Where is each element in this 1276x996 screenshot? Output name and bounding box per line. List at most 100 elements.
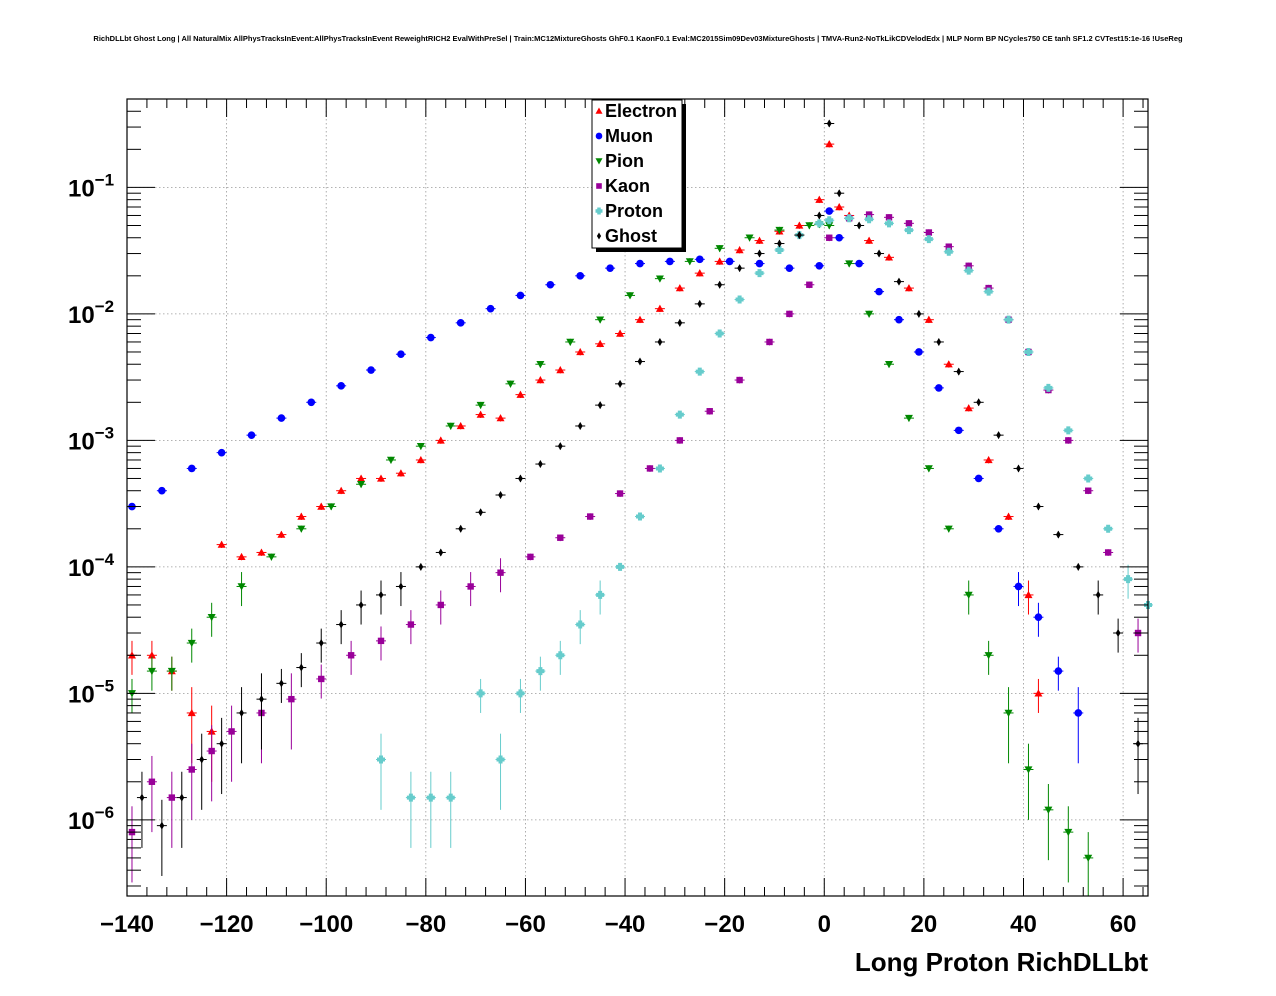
data-point xyxy=(895,315,903,324)
data-point xyxy=(675,284,684,292)
data-point xyxy=(416,455,425,464)
data-point xyxy=(537,460,543,469)
data-point xyxy=(377,474,386,482)
data-point xyxy=(945,243,952,250)
data-point xyxy=(636,259,644,268)
data-point xyxy=(497,569,504,576)
data-point xyxy=(835,203,844,211)
legend-label: Proton xyxy=(605,201,663,221)
data-point xyxy=(596,590,605,599)
data-point xyxy=(885,253,894,261)
data-point xyxy=(438,548,444,557)
data-point xyxy=(836,189,842,198)
data-point xyxy=(1004,315,1013,324)
data-point xyxy=(736,376,743,384)
data-point xyxy=(637,357,643,366)
data-point xyxy=(199,755,205,764)
data-point xyxy=(1124,575,1133,584)
data-point xyxy=(148,778,156,785)
data-point xyxy=(635,315,644,323)
legend-marker xyxy=(596,232,602,240)
data-point xyxy=(357,481,366,489)
data-point xyxy=(904,284,913,292)
data-point xyxy=(536,667,545,676)
data-point xyxy=(187,639,196,648)
data-point xyxy=(1024,766,1033,774)
data-point xyxy=(556,366,565,374)
data-point xyxy=(835,233,844,242)
series-pion xyxy=(126,221,1094,896)
page-title: RichDLLbt Ghost Long | All NaturalMix Al… xyxy=(93,34,1183,43)
data-point xyxy=(796,231,802,240)
series-layer xyxy=(126,119,1153,896)
x-tick-label: −60 xyxy=(505,911,546,938)
plot-frame xyxy=(126,98,1149,897)
data-point xyxy=(775,246,784,255)
data-point xyxy=(715,329,724,338)
data-point xyxy=(697,299,703,308)
data-point xyxy=(407,621,415,628)
data-point xyxy=(406,793,415,802)
data-point xyxy=(795,221,804,229)
data-point xyxy=(267,553,276,561)
data-point xyxy=(904,414,913,423)
data-point xyxy=(924,235,933,244)
data-point xyxy=(386,456,395,464)
data-point xyxy=(657,337,663,346)
data-point xyxy=(944,360,953,368)
data-point xyxy=(974,474,983,483)
data-point xyxy=(546,280,555,289)
data-point xyxy=(825,140,834,148)
data-point xyxy=(1055,530,1061,539)
data-point xyxy=(666,257,674,266)
data-point xyxy=(1034,689,1043,697)
grid xyxy=(126,99,1148,896)
y-tick-label: 10−2 xyxy=(68,297,114,329)
data-point xyxy=(1034,613,1043,622)
legend-entry-proton: Proton xyxy=(595,201,663,221)
data-point xyxy=(617,379,623,388)
data-point xyxy=(458,524,464,533)
y-tick-label: 10−5 xyxy=(68,676,114,708)
data-point xyxy=(496,414,505,422)
y-tick-label: 10−3 xyxy=(68,423,114,455)
legend-label: Kaon xyxy=(605,176,650,196)
data-point xyxy=(984,287,993,296)
data-point xyxy=(865,211,873,218)
data-point xyxy=(984,652,993,660)
data-point xyxy=(367,366,375,374)
data-point xyxy=(735,295,744,304)
data-point xyxy=(467,583,474,590)
data-point xyxy=(757,249,762,258)
data-point xyxy=(219,739,225,748)
data-point xyxy=(496,755,505,764)
data-point xyxy=(247,431,256,439)
data-point xyxy=(298,663,304,672)
data-point xyxy=(239,708,244,717)
data-point xyxy=(925,229,933,236)
data-point xyxy=(566,338,575,346)
data-point xyxy=(516,291,525,300)
data-point xyxy=(825,216,834,225)
data-point xyxy=(616,490,624,497)
data-point xyxy=(815,219,824,228)
legend-entry-pion: Pion xyxy=(595,151,644,171)
data-point xyxy=(167,667,176,676)
data-point xyxy=(755,236,764,244)
data-point xyxy=(865,236,874,244)
legend-marker xyxy=(596,183,602,189)
data-point xyxy=(147,651,156,659)
x-tick-label: −20 xyxy=(704,911,745,938)
data-point xyxy=(675,410,684,419)
data-point xyxy=(257,548,266,556)
data-point xyxy=(1004,709,1013,717)
y-tick-label: 10−1 xyxy=(68,170,114,202)
data-point xyxy=(786,310,793,318)
data-point xyxy=(139,793,145,802)
data-point xyxy=(426,793,435,802)
x-tick-label: 0 xyxy=(818,911,831,938)
data-point xyxy=(1016,464,1021,473)
data-point xyxy=(1044,383,1053,392)
data-point xyxy=(616,329,625,337)
